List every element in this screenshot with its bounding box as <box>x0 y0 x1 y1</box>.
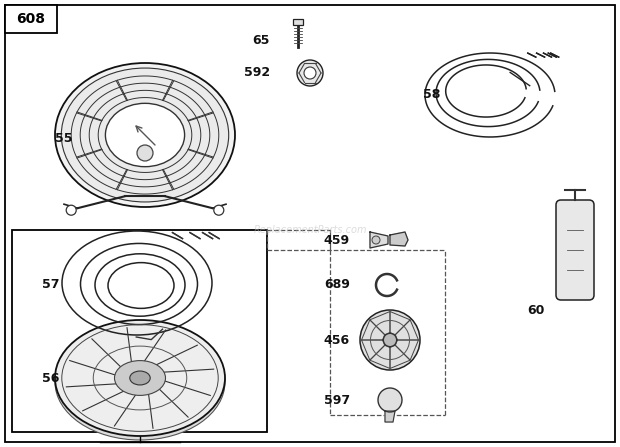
Ellipse shape <box>55 320 225 436</box>
Polygon shape <box>385 411 395 422</box>
Circle shape <box>378 388 402 412</box>
Text: 592: 592 <box>244 67 270 80</box>
Text: 456: 456 <box>324 333 350 346</box>
Text: ReplacementParts.com: ReplacementParts.com <box>253 225 367 235</box>
Text: 65: 65 <box>252 34 270 46</box>
Text: 58: 58 <box>423 89 440 101</box>
Ellipse shape <box>61 68 229 202</box>
Text: 55: 55 <box>55 131 73 144</box>
Circle shape <box>360 310 420 370</box>
Circle shape <box>383 333 397 346</box>
Circle shape <box>372 236 380 244</box>
Circle shape <box>214 205 224 215</box>
Text: 57: 57 <box>42 278 60 291</box>
Ellipse shape <box>130 371 150 385</box>
Ellipse shape <box>105 103 185 167</box>
Ellipse shape <box>55 324 225 440</box>
Bar <box>5 5 57 33</box>
Text: 56: 56 <box>42 371 60 384</box>
Ellipse shape <box>55 63 235 207</box>
Polygon shape <box>390 232 408 246</box>
Bar <box>12 230 267 432</box>
Text: 459: 459 <box>324 233 350 246</box>
FancyBboxPatch shape <box>556 200 594 300</box>
Text: 60: 60 <box>528 304 545 316</box>
Text: 689: 689 <box>324 278 350 291</box>
Circle shape <box>66 205 76 215</box>
Circle shape <box>297 60 323 86</box>
Polygon shape <box>370 232 388 248</box>
Ellipse shape <box>115 361 166 396</box>
Bar <box>293 19 303 25</box>
Circle shape <box>304 67 316 79</box>
Circle shape <box>137 145 153 161</box>
Text: 608: 608 <box>17 12 45 26</box>
Text: 597: 597 <box>324 393 350 406</box>
